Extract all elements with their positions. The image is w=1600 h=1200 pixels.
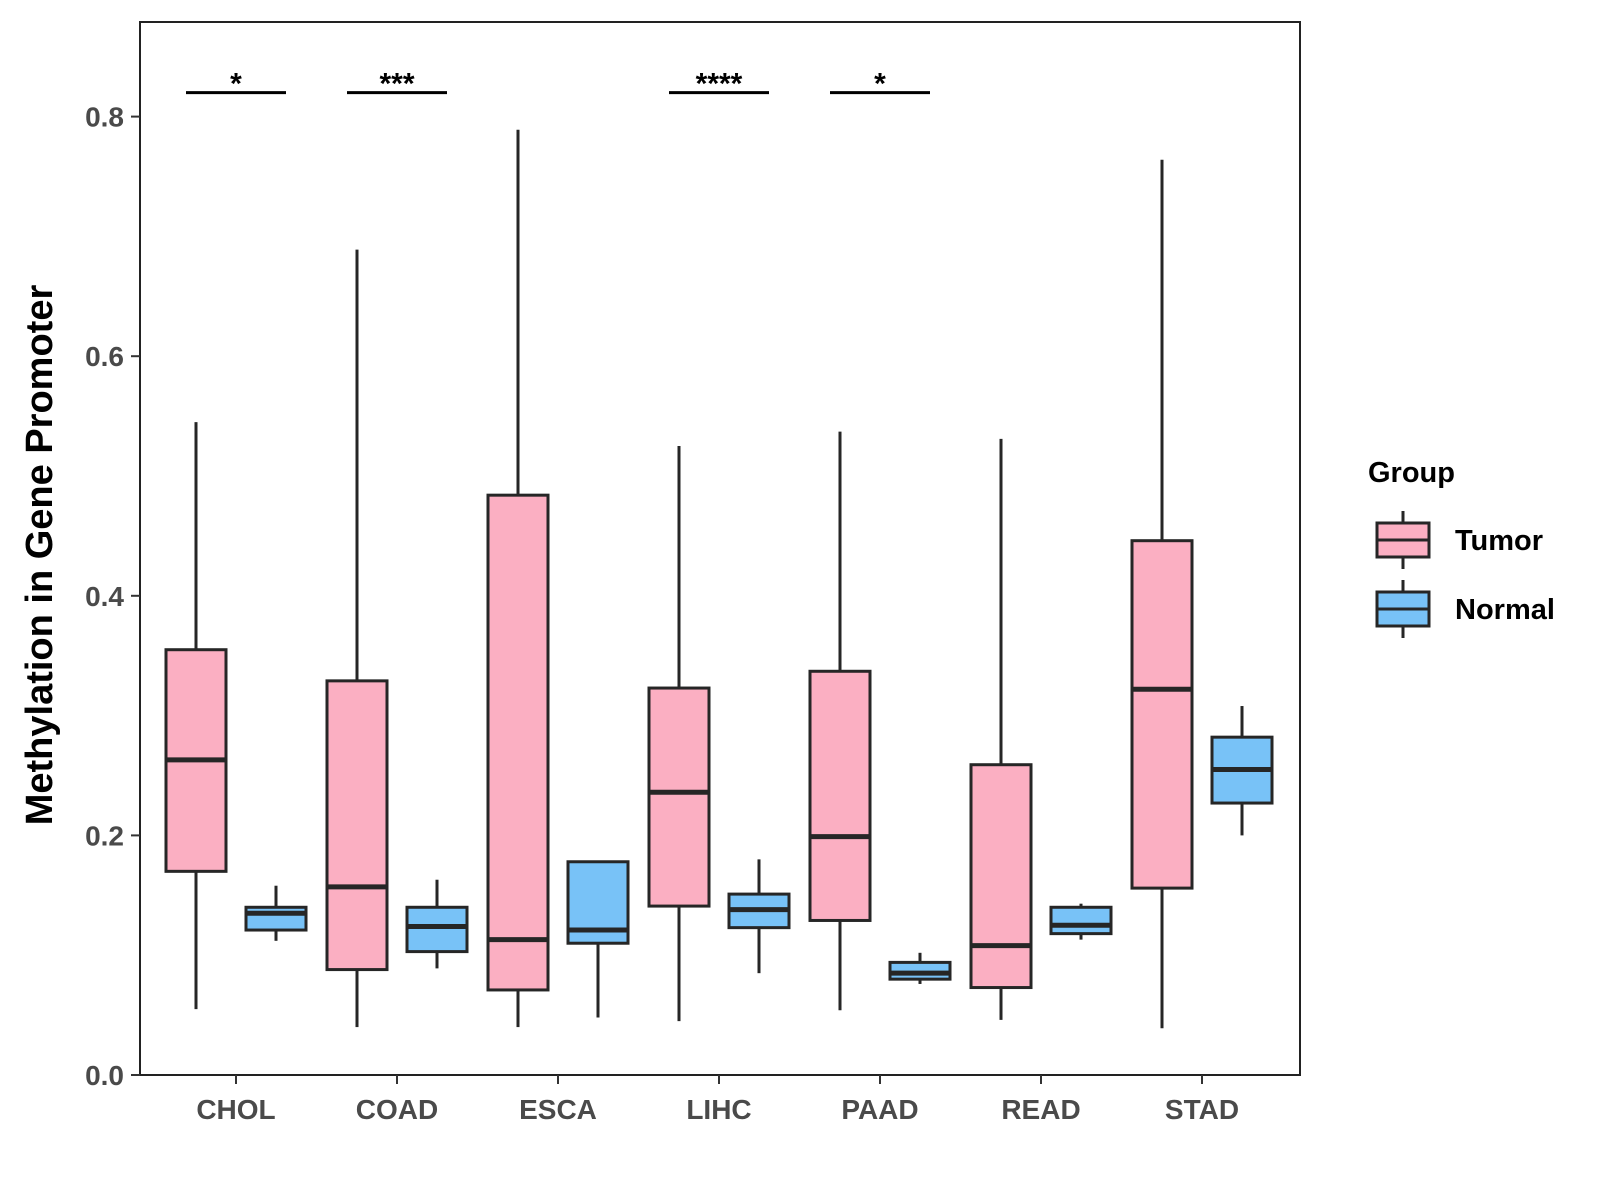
significance-label: * bbox=[230, 68, 242, 101]
legend-entry-tumor: Tumor bbox=[1375, 511, 1543, 569]
box-normal-chol bbox=[244, 885, 308, 941]
y-axis-title: Methylation in Gene Promoter bbox=[19, 285, 61, 826]
box-normal-coad bbox=[405, 879, 469, 969]
x-tick-label: CHOL bbox=[196, 1094, 275, 1125]
x-tick-label: ESCA bbox=[519, 1094, 597, 1125]
significance-label: *** bbox=[379, 68, 414, 101]
box-tumor-paad bbox=[808, 431, 872, 1011]
box-normal-esca bbox=[566, 860, 630, 1018]
plot-area: * *** **** * bbox=[164, 68, 1274, 1029]
box-iqr bbox=[405, 905, 469, 954]
box-normal-stad bbox=[1210, 706, 1274, 836]
legend-title: Group bbox=[1368, 457, 1455, 489]
box-iqr bbox=[969, 763, 1033, 990]
box-normal-lihc bbox=[727, 859, 791, 974]
box-iqr bbox=[808, 669, 872, 922]
box-normal-read bbox=[1049, 903, 1113, 940]
box-tumor-chol bbox=[164, 422, 228, 1010]
x-tick-label: COAD bbox=[356, 1094, 438, 1125]
box-iqr bbox=[325, 679, 389, 972]
x-tick-label: STAD bbox=[1165, 1094, 1239, 1125]
box-iqr bbox=[1130, 539, 1194, 890]
box-tumor-stad bbox=[1130, 159, 1194, 1029]
legend-entry-normal: Normal bbox=[1375, 580, 1555, 638]
significance-label: * bbox=[874, 68, 886, 101]
y-tick-label: 0.0 bbox=[85, 1060, 124, 1091]
box-normal-paad bbox=[888, 952, 952, 984]
box-iqr bbox=[1049, 905, 1113, 936]
significance-label: **** bbox=[696, 68, 743, 101]
legend-label: Tumor bbox=[1455, 525, 1543, 557]
box-tumor-read bbox=[969, 438, 1033, 1020]
box-tumor-esca bbox=[486, 129, 550, 1028]
plot-border bbox=[139, 21, 1301, 1076]
box-tumor-coad bbox=[325, 249, 389, 1028]
y-tick-label: 0.2 bbox=[85, 820, 124, 851]
legend-label: Normal bbox=[1455, 594, 1555, 626]
box-iqr bbox=[647, 686, 711, 908]
box-tumor-lihc bbox=[647, 446, 711, 1022]
box-iqr bbox=[486, 493, 550, 992]
x-tick-label: PAAD bbox=[841, 1094, 918, 1125]
box-iqr bbox=[244, 905, 308, 932]
x-tick-label: LIHC bbox=[686, 1094, 751, 1125]
y-tick-label: 0.6 bbox=[85, 341, 124, 372]
x-tick-label: READ bbox=[1001, 1094, 1080, 1125]
y-tick-label: 0.4 bbox=[85, 581, 124, 612]
y-tick-label: 0.8 bbox=[85, 102, 124, 133]
axes: 0.0 0.2 0.4 0.6 0.8 CHOL COAD ESCA LIHC PAAD READ S… bbox=[85, 21, 1301, 1125]
legend: Group Tumor Normal bbox=[1368, 457, 1555, 638]
